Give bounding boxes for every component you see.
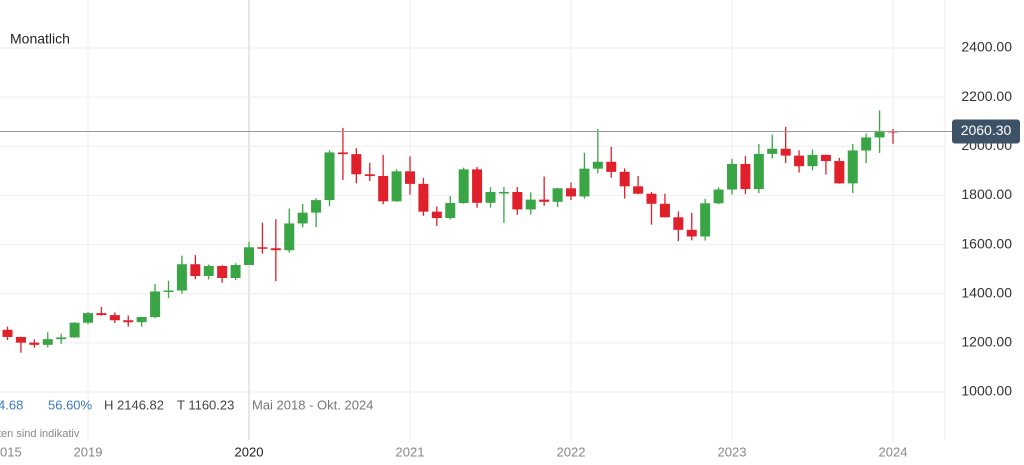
candle-body bbox=[834, 161, 845, 184]
candle-body bbox=[230, 264, 241, 278]
candle-body bbox=[445, 203, 456, 219]
candle-body bbox=[472, 169, 483, 203]
candle-body bbox=[794, 155, 805, 167]
x-tick-label: 2024 bbox=[879, 444, 908, 459]
candle-body bbox=[740, 163, 751, 190]
x-tick-label: 015 bbox=[0, 444, 22, 459]
candle-body bbox=[552, 188, 563, 202]
candle-body bbox=[820, 154, 831, 162]
candle-body bbox=[592, 161, 603, 169]
candle-body bbox=[727, 163, 737, 190]
x-tick-label: 2019 bbox=[74, 444, 103, 459]
candle-body bbox=[673, 217, 684, 230]
candle-body bbox=[700, 203, 711, 237]
candle-body bbox=[659, 203, 670, 218]
stat: Mai 2018 - Okt. 2024 bbox=[252, 397, 373, 412]
candle-body bbox=[284, 223, 295, 251]
candle-body bbox=[15, 336, 26, 343]
candle-body bbox=[619, 171, 630, 187]
candle-body bbox=[163, 290, 174, 293]
candle-body bbox=[123, 320, 134, 323]
y-tick-label: 1600.00 bbox=[961, 235, 1012, 251]
candle-body bbox=[646, 193, 657, 204]
candle-body bbox=[96, 313, 107, 316]
candle-body bbox=[337, 152, 348, 155]
candle-body bbox=[42, 339, 53, 345]
candle-body bbox=[686, 229, 697, 237]
candle-body bbox=[458, 169, 469, 204]
candle-body bbox=[485, 191, 496, 203]
candle-body bbox=[83, 313, 93, 323]
stat: H 2146.82 bbox=[104, 397, 164, 412]
candle-body bbox=[203, 265, 214, 277]
candle-body bbox=[176, 264, 187, 291]
x-tick-label: 2021 bbox=[396, 444, 425, 459]
candle-body bbox=[767, 148, 778, 154]
candle-body bbox=[861, 137, 872, 151]
candle-body bbox=[525, 199, 536, 210]
candle-body bbox=[378, 176, 389, 202]
candle-body bbox=[69, 322, 80, 338]
candle-body bbox=[136, 317, 147, 323]
x-tick-label: 2020 bbox=[235, 444, 264, 459]
candle-body bbox=[190, 264, 201, 277]
candle-body bbox=[847, 150, 858, 184]
y-tick-label: 1400.00 bbox=[961, 284, 1012, 300]
candle-body bbox=[418, 183, 429, 212]
candle-body bbox=[364, 174, 375, 177]
candle-body bbox=[874, 130, 885, 138]
candle-body bbox=[150, 291, 161, 318]
candle-body bbox=[405, 171, 415, 184]
y-tick-label: 2400.00 bbox=[961, 39, 1012, 55]
candle-body bbox=[498, 191, 509, 194]
candle-body bbox=[807, 154, 818, 167]
stat: 4.68 bbox=[0, 397, 23, 412]
x-tick-label: 2022 bbox=[557, 444, 586, 459]
candle-body bbox=[324, 152, 335, 201]
candle-body bbox=[109, 315, 120, 321]
candle-body bbox=[606, 161, 617, 172]
y-tick-label: 1200.00 bbox=[961, 334, 1012, 350]
stat: T 1160.23 bbox=[177, 397, 234, 412]
footnote: ten sind indikativ bbox=[0, 428, 80, 440]
candle-body bbox=[566, 188, 576, 197]
candle-body bbox=[512, 191, 523, 210]
candle-body bbox=[633, 186, 644, 194]
candle-body bbox=[29, 342, 40, 345]
candle-body bbox=[753, 153, 764, 190]
x-tick-label: 2023 bbox=[718, 444, 747, 459]
candle-body bbox=[311, 200, 322, 213]
y-tick-label: 1000.00 bbox=[961, 383, 1012, 399]
candle-body bbox=[713, 189, 724, 204]
candle-body bbox=[351, 154, 362, 175]
candle-body bbox=[391, 171, 402, 202]
candle-body bbox=[297, 212, 308, 224]
price-badge bbox=[952, 119, 1020, 144]
candle-body bbox=[257, 247, 268, 249]
candle-body bbox=[56, 337, 67, 340]
y-tick-label: 1800.00 bbox=[961, 186, 1012, 202]
candle-body bbox=[780, 148, 791, 156]
y-tick-label: 2200.00 bbox=[961, 88, 1012, 104]
stat: 56.60% bbox=[48, 397, 93, 412]
price-badge-label: 2060.30 bbox=[961, 122, 1012, 138]
candle-body bbox=[244, 247, 254, 265]
candle-body bbox=[431, 211, 442, 219]
chart-title: Monatlich bbox=[10, 31, 70, 47]
candle-body bbox=[539, 199, 550, 202]
candle-body bbox=[270, 248, 281, 251]
candle-body bbox=[2, 329, 13, 337]
candle-body bbox=[579, 168, 590, 197]
candle-body bbox=[217, 265, 228, 278]
